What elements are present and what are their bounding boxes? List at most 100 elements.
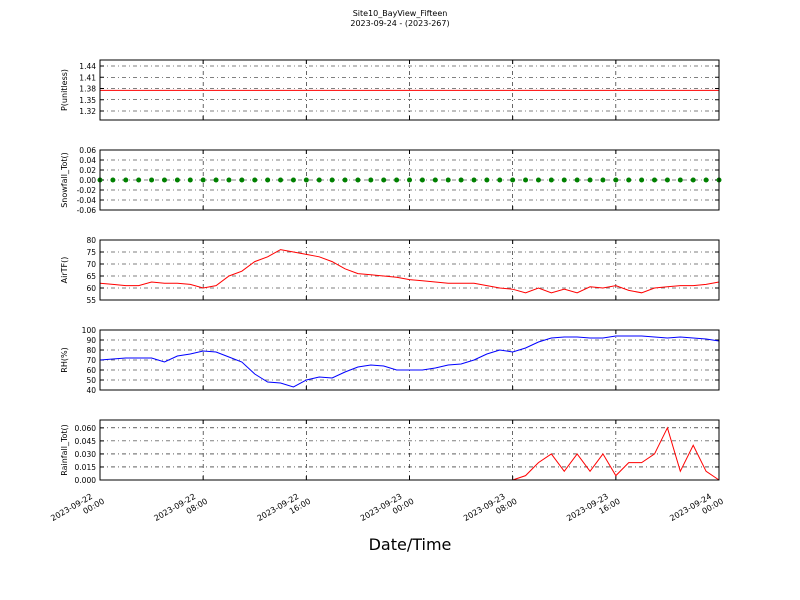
data-point — [548, 177, 554, 183]
data-point — [174, 177, 180, 183]
y-tick-label: 0.02 — [79, 166, 96, 175]
x-tick-label: 2023-09-2216:00 — [256, 488, 313, 532]
data-point — [187, 177, 193, 183]
data-point — [677, 177, 683, 183]
axes-frame — [99, 419, 720, 481]
data-point — [574, 177, 580, 183]
data-point — [149, 177, 155, 183]
y-tick-label: 80 — [86, 346, 96, 355]
data-point — [587, 177, 593, 183]
y-tick-label: 100 — [82, 326, 97, 335]
y-tick-label: 1.38 — [79, 85, 96, 94]
data-point — [703, 177, 709, 183]
data-point — [535, 177, 541, 183]
data-point — [161, 177, 167, 183]
x-axis-label: Date/Time — [369, 535, 452, 554]
x-tick-label: 2023-09-2400:00 — [668, 488, 725, 532]
y-tick-label: 0.060 — [75, 424, 97, 433]
data-point — [561, 177, 567, 183]
y-tick-label: 1.32 — [79, 107, 96, 116]
y-tick-label: 0.06 — [79, 146, 96, 155]
data-point — [484, 177, 490, 183]
data-point — [381, 177, 387, 183]
data-point — [342, 177, 348, 183]
y-tick-label: 70 — [86, 356, 96, 365]
data-point — [523, 177, 529, 183]
data-point — [445, 177, 451, 183]
data-point — [497, 177, 503, 183]
y-tick-label: 40 — [86, 386, 96, 395]
axes-frame — [99, 239, 720, 301]
data-point — [368, 177, 374, 183]
y-tick-label: 0.030 — [75, 450, 97, 459]
x-tick-label: 2023-09-2316:00 — [565, 488, 622, 532]
y-tick-label: 0.000 — [75, 476, 97, 485]
y-tick-label: 70 — [86, 260, 96, 269]
axes-frame — [99, 59, 720, 121]
data-point — [355, 177, 361, 183]
y-tick-label: 0.04 — [79, 156, 96, 165]
data-point — [639, 177, 645, 183]
data-point — [329, 177, 335, 183]
data-point — [290, 177, 296, 183]
y-axis-label: Rainfall_Tot() — [60, 424, 69, 476]
data-point — [419, 177, 425, 183]
data-point — [613, 177, 619, 183]
data-point — [226, 177, 232, 183]
data-point — [239, 177, 245, 183]
y-tick-label: 0.015 — [75, 463, 97, 472]
x-tick-label: 2023-09-2308:00 — [462, 488, 519, 532]
x-tick-label: 2023-09-2300:00 — [359, 488, 416, 532]
data-point — [252, 177, 258, 183]
data-point — [265, 177, 271, 183]
y-tick-label: 60 — [86, 284, 96, 293]
y-tick-label: 80 — [86, 236, 96, 245]
y-tick-label: 1.44 — [79, 62, 96, 71]
data-point — [458, 177, 464, 183]
data-point — [510, 177, 516, 183]
y-tick-label: 1.35 — [79, 96, 96, 105]
chart-title: Site10_BayView_Fifteen — [353, 9, 448, 18]
y-tick-label: 75 — [86, 248, 96, 257]
data-point — [316, 177, 322, 183]
data-point — [432, 177, 438, 183]
y-tick-label: -0.04 — [77, 196, 97, 205]
data-point — [652, 177, 658, 183]
chart-subtitle: 2023-09-24 - (2023-267) — [350, 19, 449, 28]
data-point — [200, 177, 206, 183]
data-point — [664, 177, 670, 183]
data-line — [99, 335, 720, 388]
y-axis-label: Snowfall_Tot() — [60, 152, 69, 208]
y-tick-label: -0.06 — [77, 206, 97, 215]
y-tick-label: 1.41 — [79, 73, 96, 82]
data-point — [600, 177, 606, 183]
y-axis-label: AirTF() — [60, 257, 69, 284]
y-tick-label: -0.02 — [77, 186, 97, 195]
y-tick-label: 65 — [86, 272, 96, 281]
y-tick-label: 60 — [86, 366, 96, 375]
axes-frame — [99, 149, 720, 211]
y-axis-label: P(unitless) — [60, 69, 69, 111]
data-point — [110, 177, 116, 183]
axes-frame — [99, 329, 720, 391]
data-point — [394, 177, 400, 183]
data-point — [303, 177, 309, 183]
data-point — [690, 177, 696, 183]
data-line — [99, 249, 720, 294]
data-point — [123, 177, 129, 183]
data-point — [407, 177, 412, 183]
y-tick-label: 0.045 — [75, 437, 97, 446]
y-tick-label: 55 — [86, 296, 96, 305]
data-point — [626, 177, 632, 183]
y-tick-label: 0.00 — [79, 176, 96, 185]
x-tick-label: 2023-09-2208:00 — [152, 488, 209, 532]
data-point — [278, 177, 284, 183]
y-tick-label: 90 — [86, 336, 96, 345]
y-axis-label: RH(%) — [60, 347, 69, 372]
data-point — [136, 177, 142, 183]
data-point — [213, 177, 219, 183]
data-point — [471, 177, 477, 183]
x-tick-label: 2023-09-2200:00 — [49, 488, 106, 532]
y-tick-label: 50 — [86, 376, 96, 385]
